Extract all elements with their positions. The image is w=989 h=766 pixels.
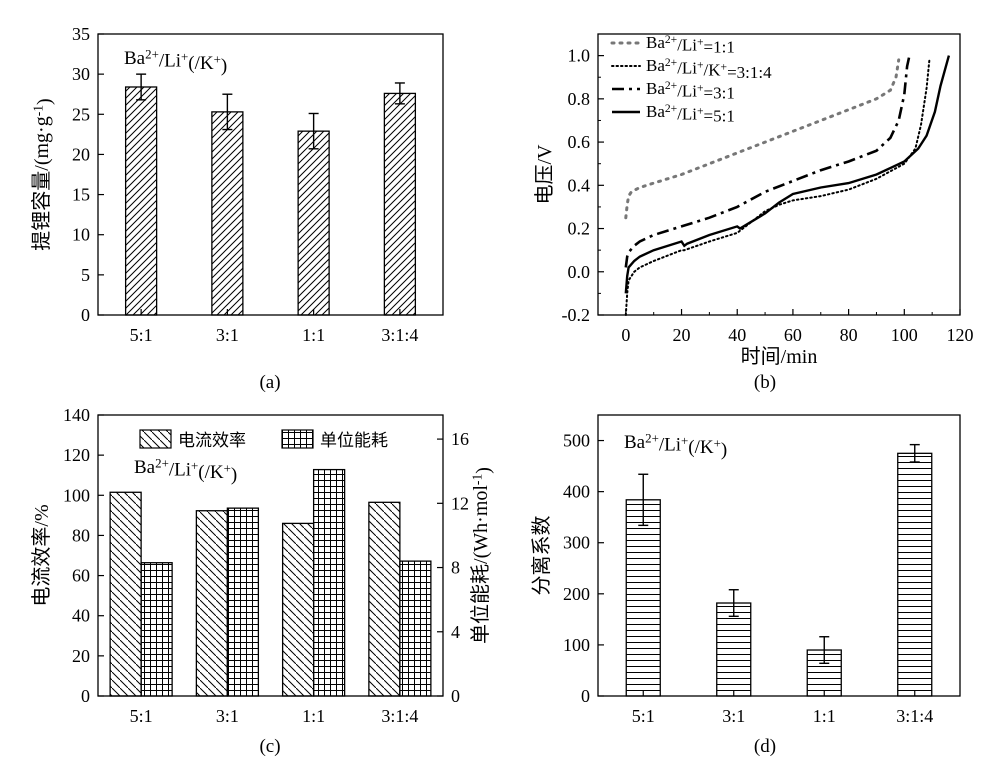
x-tick-label: 3:1:4 [381,325,418,345]
y-tick-label: 40 [72,606,90,626]
bar [109,491,142,697]
y-tick-label: 15 [72,185,90,205]
panel-d: (d) 0 100 200 300 400 500 分离系数 5:1 3:1 1:1 3:1:4 Ba2… [530,414,961,757]
y-tick-label: 200 [563,584,590,604]
bar [226,507,260,697]
y-axis-label: 提锂容量/(mg·g-1) [30,98,56,250]
bar [211,111,244,316]
legend-label: Ba2+/Li+=5:1 [646,102,735,126]
y2-axis-label: 单位能耗/(Wh·mol-1) [469,467,495,644]
y-tick-label: 120 [63,445,90,465]
legend-swatch [281,429,314,449]
plot-frame [97,33,444,316]
y-tick-label: -0.2 [562,305,591,325]
bar [140,562,173,697]
x-tick-label: 20 [673,325,691,345]
y-tick-label: 0 [81,686,90,706]
panel-label: (a) [259,372,280,393]
y-axis-label: 电压/V [533,144,556,205]
series-line [624,58,901,220]
x-tick-label: 0 [621,325,630,345]
bar [399,560,432,697]
bar [368,501,401,697]
legend-label: Ba2+/Li+=3:1 [646,79,735,103]
panel-a: (a) 0 5 10 15 20 25 30 35 提锂容量/(mg·g-1) 5:1 3:1 1:1 3… [30,24,444,393]
x-tick-label: 80 [840,325,858,345]
bar [625,499,661,697]
y-axis-label: 电流效率/% [30,504,53,606]
x-tick-label: 5:1 [130,706,153,726]
y-tick-label: 0.0 [568,262,591,282]
plot-frame [597,414,961,697]
y-tick-label: 5 [81,265,90,285]
x-axis-label: 时间/min [741,345,818,368]
bar [312,468,346,697]
x-tick-label: 5:1 [632,706,655,726]
bar [195,510,229,697]
plot-frame [97,414,444,697]
x-tick-label: 40 [728,325,746,345]
y-axis-label: 分离系数 [530,516,553,596]
y-tick-label: 0.4 [568,175,591,195]
annotation: Ba2+/Li+(/K+) [124,47,227,77]
y-tick-label: 400 [563,482,590,502]
annotation: Ba2+/Li+(/K+) [134,456,237,486]
bar [297,130,330,316]
y-tick-label: 0.6 [568,132,591,152]
bar [897,452,933,697]
legend-label: 电流效率 [178,431,246,450]
x-tick-label: 3:1:4 [381,706,418,726]
y-tick-label: 0 [581,686,590,706]
y-tick-label: 0.8 [568,89,591,109]
y-tick-label: 500 [563,431,590,451]
y-tick-label: 1.0 [568,46,591,66]
y2-tick-label: 16 [451,429,469,449]
x-tick-label: 1:1 [302,706,325,726]
x-tick-label: 120 [947,325,974,345]
y-tick-label: 80 [72,525,90,545]
panel-label: (b) [754,372,776,393]
y-tick-label: 0 [81,305,90,325]
y2-tick-label: 12 [451,493,469,513]
x-tick-label: 3:1:4 [896,706,933,726]
bar [383,92,417,316]
y-tick-label: 300 [563,533,590,553]
series-line [624,55,951,294]
y2-tick-label: 4 [451,622,460,642]
x-tick-label: 1:1 [302,325,325,345]
legend-label: Ba2+/Li+/K+=3:1:4 [646,56,772,82]
x-tick-label: 1:1 [813,706,836,726]
plot-frame [597,33,961,316]
bar [124,86,158,316]
y-tick-label: 60 [72,566,90,586]
y-tick-label: 0.2 [568,219,591,239]
y-tick-label: 10 [72,225,90,245]
y-tick-label: 20 [72,646,90,666]
legend-label: Ba2+/Li+=1:1 [646,33,735,57]
bar [281,522,315,697]
y-tick-label: 140 [63,405,90,425]
panel-label: (c) [259,736,280,757]
x-tick-label: 60 [784,325,802,345]
panel-label: (d) [754,736,776,757]
x-tick-label: 3:1 [216,706,239,726]
legend-label: 单位能耗 [320,431,388,450]
x-tick-label: 3:1 [216,325,239,345]
y2-tick-label: 0 [451,686,460,706]
annotation: Ba2+/Li+(/K+) [624,431,727,461]
y-tick-label: 30 [72,64,90,84]
y-tick-label: 35 [72,24,90,44]
panel-b: (b) -0.2 0.0 0.2 0.4 0.6 0.8 1.0 电压/V 0 20 40 60 80 10… [533,33,974,393]
y-tick-label: 100 [563,635,590,655]
x-tick-label: 3:1 [722,706,745,726]
x-tick-label: 5:1 [130,325,153,345]
x-tick-label: 100 [891,325,918,345]
y2-tick-label: 8 [451,558,460,578]
y-tick-label: 20 [72,144,90,164]
y-tick-label: 100 [63,485,90,505]
legend-swatch [139,429,172,449]
y-tick-label: 25 [72,104,90,124]
